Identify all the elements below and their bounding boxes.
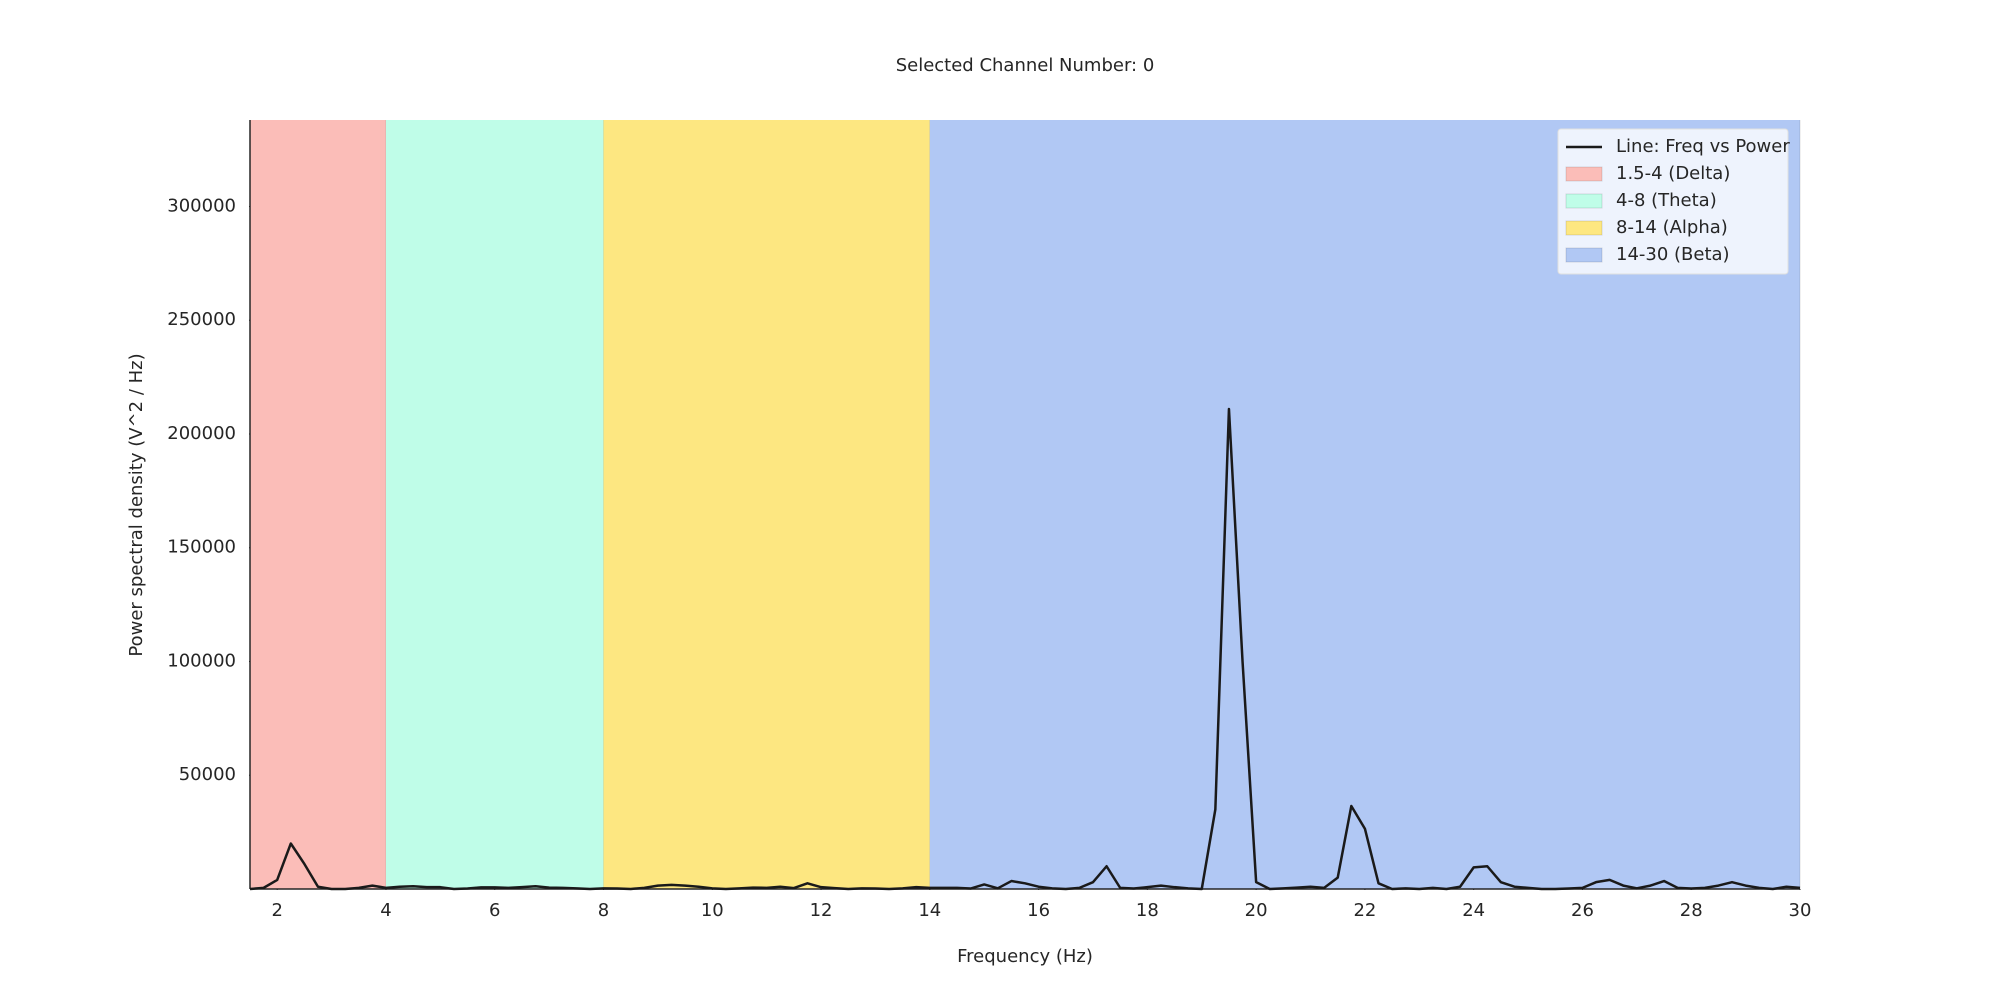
x-axis-label: Frequency (Hz): [957, 946, 1093, 967]
y-tick-label: 250000: [167, 309, 236, 330]
data-line: [249, 407, 1801, 891]
x-tick-label: 18: [1136, 900, 1159, 921]
x-tick-label: 30: [1789, 900, 1812, 921]
x-tick-label: 10: [701, 900, 724, 921]
x-tick-label: 6: [489, 900, 500, 921]
band: [603, 120, 930, 889]
y-tick-label: 50000: [179, 764, 236, 785]
legend-patch: [1565, 193, 1603, 209]
x-tick-label: 20: [1245, 900, 1268, 921]
x-tick-label: 26: [1571, 900, 1594, 921]
legend-patch: [1565, 247, 1603, 263]
x-tick-label: 8: [598, 900, 609, 921]
y-tick-label: 300000: [167, 195, 236, 216]
x-tick-label: 16: [1027, 900, 1050, 921]
x-tick-label: 22: [1353, 900, 1376, 921]
band: [250, 120, 386, 889]
band: [385, 120, 604, 889]
x-tick-label: 2: [271, 900, 282, 921]
legend-patch: [1565, 166, 1603, 182]
x-tick-label: 12: [810, 900, 833, 921]
y-tick-label: 150000: [167, 537, 236, 558]
legend-box: [1557, 128, 1789, 275]
legend: Line: Freq vs Power 1.5-4 (Delta) 4-8 (The…: [1557, 128, 1790, 275]
y-tick-label: 100000: [167, 650, 236, 671]
x-tick-label: 14: [918, 900, 941, 921]
legend-label: 8-14 (Alpha): [1616, 217, 1728, 238]
y-axis-label: Power spectral density (V^2 / Hz): [126, 353, 147, 656]
x-tick-label: 28: [1680, 900, 1703, 921]
x-tick-label: 4: [380, 900, 391, 921]
y-tick-label: 200000: [167, 423, 236, 444]
legend-label: 14-30 (Beta): [1616, 244, 1730, 265]
legend-label: 1.5-4 (Delta): [1616, 163, 1730, 184]
legend-patch: [1565, 220, 1603, 236]
chart-title: Selected Channel Number: 0: [896, 55, 1155, 76]
legend-label: Line: Freq vs Power: [1616, 136, 1790, 157]
x-tick-label: 24: [1462, 900, 1485, 921]
legend-label: 4-8 (Theta): [1616, 190, 1717, 211]
